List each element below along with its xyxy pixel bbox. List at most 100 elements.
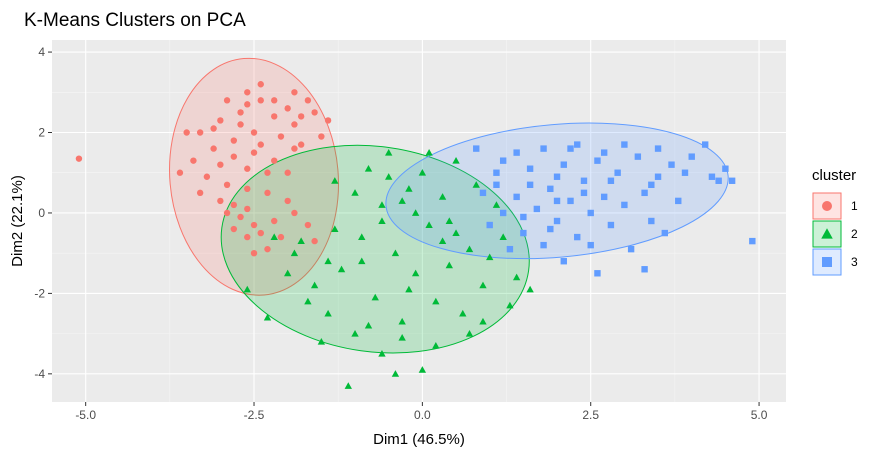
cluster-1-point — [250, 221, 258, 229]
cluster-3-point — [560, 258, 567, 265]
cluster-1-point — [257, 229, 264, 237]
cluster-3-point — [749, 237, 756, 245]
cluster-2-point — [351, 189, 359, 196]
cluster-3-point — [688, 153, 695, 160]
cluster-1-point — [223, 97, 231, 104]
cluster-2-point — [459, 309, 467, 317]
cluster-points — [75, 81, 756, 389]
y-tick-label: 2 — [38, 126, 45, 140]
cluster-2-point — [411, 269, 420, 277]
cluster-1-point — [230, 137, 238, 144]
cluster-3-point — [600, 193, 608, 201]
cluster-1-point — [244, 233, 251, 241]
cluster-2-point — [472, 181, 480, 188]
cluster-1-point — [196, 129, 204, 136]
cluster-1-point — [264, 169, 271, 176]
cluster-1-point — [244, 185, 251, 193]
cluster-3-point — [473, 145, 480, 152]
cluster-1-point — [271, 113, 278, 120]
cluster-3-point — [493, 169, 500, 176]
cluster-2-point — [324, 257, 332, 265]
cluster-3-point — [614, 169, 621, 176]
cluster-2-point — [418, 366, 427, 373]
cluster-2-point — [432, 342, 440, 349]
legend: 1 2 3 — [812, 192, 858, 276]
legend-marker — [822, 201, 832, 211]
cluster-2-ellipse — [220, 144, 530, 354]
cluster-1-point — [244, 89, 251, 96]
cluster-3-point — [587, 209, 594, 217]
cluster-3-point — [547, 185, 554, 193]
cluster-1-point — [297, 113, 305, 120]
cluster-1-point — [264, 189, 271, 197]
cluster-1-point — [223, 181, 231, 188]
cluster-3-point — [621, 201, 628, 209]
cluster-2-point — [506, 301, 514, 309]
cluster-1-point — [257, 81, 264, 88]
legend-marker — [822, 257, 832, 267]
cluster-1-point — [237, 109, 244, 116]
cluster-2-point — [284, 269, 292, 277]
cluster-3-point — [520, 229, 527, 237]
cluster-3-point — [728, 177, 736, 184]
cluster-1-point — [291, 89, 298, 96]
cluster-1-ellipse — [169, 57, 340, 296]
y-tick-label: -4 — [34, 367, 45, 381]
cluster-3-point — [567, 145, 574, 152]
cluster-3-point — [553, 173, 561, 180]
cluster-3-point — [607, 177, 615, 184]
cluster-1-point — [277, 133, 285, 140]
cluster-3-point — [574, 233, 581, 241]
cluster-1-point — [284, 169, 291, 176]
cluster-1-point — [311, 109, 318, 116]
x-tick-label: -2.5 — [244, 408, 265, 422]
cluster-2-point — [263, 313, 272, 321]
legend-title: cluster — [812, 167, 856, 184]
cluster-2-point — [405, 185, 413, 192]
cluster-2-point — [452, 156, 460, 164]
cluster-2-point — [358, 257, 366, 265]
cluster-2-point — [391, 249, 400, 257]
cluster-2-point — [465, 329, 474, 337]
cluster-1-point — [244, 165, 251, 172]
cluster-3-point — [634, 153, 642, 160]
cluster-2-point — [526, 285, 534, 293]
cluster-3-point — [708, 173, 716, 180]
cluster-2-point — [331, 225, 339, 232]
cluster-1-point — [244, 101, 251, 108]
cluster-3-point — [627, 245, 635, 253]
cluster-2-point — [425, 221, 433, 228]
y-tick-label: 4 — [38, 45, 45, 59]
cluster-3-point — [533, 205, 541, 213]
cluster-3-point — [540, 241, 547, 249]
cluster-2-point — [479, 317, 487, 325]
legend-item-1: 1 — [812, 192, 858, 220]
cluster-3-point — [540, 145, 547, 152]
cluster-1-point — [203, 173, 211, 180]
x-tick-label: 0.0 — [414, 408, 431, 422]
y-axis-ticks: -4 -2 0 2 4 — [34, 45, 52, 381]
cluster-2-point — [486, 253, 494, 261]
cluster-2-point — [398, 333, 406, 341]
cluster-1-point — [257, 97, 264, 104]
cluster-2-point — [492, 201, 501, 208]
cluster-3-point — [574, 141, 581, 148]
cluster-1-point — [237, 121, 244, 128]
cluster-3-point — [526, 165, 534, 172]
cluster-3-point — [560, 161, 567, 168]
cluster-3-point — [479, 189, 487, 197]
cluster-2-point — [378, 217, 386, 224]
cluster-3-point — [675, 197, 682, 205]
legend-label: 1 — [851, 199, 858, 213]
cluster-3-point — [547, 225, 554, 233]
cluster-2-point — [324, 309, 332, 317]
cluster-2-point — [411, 209, 420, 216]
cluster-1-point — [230, 225, 238, 233]
cluster-2-point — [344, 382, 352, 389]
cluster-3-point — [594, 157, 601, 164]
x-axis-ticks: -5.0 -2.5 0.0 2.5 5.0 — [75, 402, 768, 422]
cluster-1-point — [75, 155, 83, 162]
cluster-2-point — [438, 237, 447, 245]
cluster-1-point — [284, 105, 291, 112]
cluster-3-point — [580, 189, 588, 197]
